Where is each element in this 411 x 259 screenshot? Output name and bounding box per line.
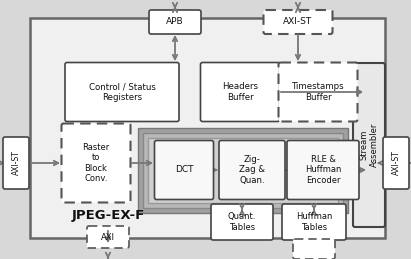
Text: Stream
Assembler: Stream Assembler <box>359 123 379 167</box>
FancyBboxPatch shape <box>155 140 213 199</box>
Text: Zig-
Zag &
Quan.: Zig- Zag & Quan. <box>239 155 265 185</box>
FancyBboxPatch shape <box>65 62 179 121</box>
Text: Control / Status
Registers: Control / Status Registers <box>88 82 155 102</box>
Bar <box>148 138 338 203</box>
Text: Timestamps
Buffer: Timestamps Buffer <box>292 82 344 102</box>
FancyBboxPatch shape <box>87 226 129 248</box>
Text: APB: APB <box>166 18 184 26</box>
FancyBboxPatch shape <box>201 62 279 121</box>
FancyBboxPatch shape <box>282 204 346 240</box>
FancyBboxPatch shape <box>219 140 285 199</box>
FancyBboxPatch shape <box>293 239 335 259</box>
FancyBboxPatch shape <box>149 10 201 34</box>
Text: JPEG-EX-F: JPEG-EX-F <box>72 208 145 221</box>
Text: RLE &
Huffman
Encoder: RLE & Huffman Encoder <box>305 155 341 185</box>
FancyBboxPatch shape <box>383 137 409 189</box>
Text: Quant.
Tables: Quant. Tables <box>228 212 256 232</box>
FancyBboxPatch shape <box>279 62 358 121</box>
FancyBboxPatch shape <box>211 204 273 240</box>
FancyBboxPatch shape <box>353 63 385 227</box>
Text: AXI-ST: AXI-ST <box>283 18 313 26</box>
Bar <box>30 18 385 238</box>
FancyBboxPatch shape <box>263 10 332 34</box>
Text: AXI-ST: AXI-ST <box>12 150 21 175</box>
FancyBboxPatch shape <box>62 124 131 203</box>
Text: AXI-ST: AXI-ST <box>392 150 400 175</box>
Text: DCT: DCT <box>175 166 193 175</box>
Bar <box>138 128 348 213</box>
FancyBboxPatch shape <box>287 140 359 199</box>
FancyBboxPatch shape <box>3 137 29 189</box>
Bar <box>143 133 343 208</box>
Text: Headers
Buffer: Headers Buffer <box>222 82 258 102</box>
Text: Huffman
Tables: Huffman Tables <box>296 212 332 232</box>
Text: AXI: AXI <box>101 233 115 241</box>
Text: Raster
to
Block
Conv.: Raster to Block Conv. <box>82 143 110 183</box>
